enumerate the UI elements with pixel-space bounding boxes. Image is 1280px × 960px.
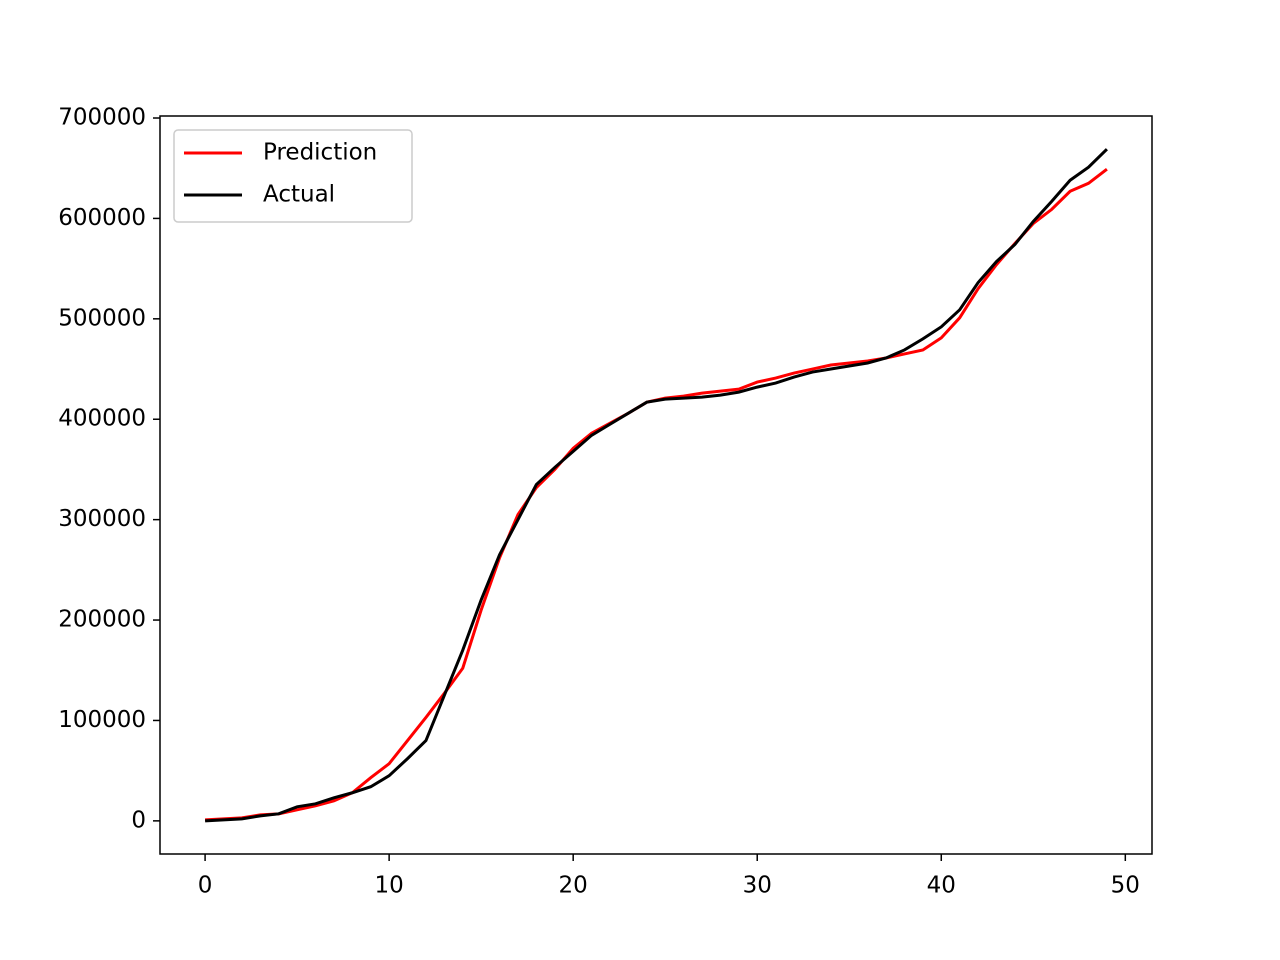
- y-tick-label: 600000: [58, 205, 146, 231]
- y-tick-label: 100000: [58, 707, 146, 733]
- x-tick-label: 10: [374, 873, 403, 899]
- y-tick-label: 300000: [58, 506, 146, 532]
- y-tick-label: 500000: [58, 305, 146, 331]
- y-tick-label: 200000: [58, 607, 146, 633]
- line-series: [205, 148, 1108, 823]
- y-tick-label: 700000: [58, 105, 146, 131]
- x-tick-label: 50: [1111, 873, 1140, 899]
- x-tick-label: 0: [198, 873, 213, 899]
- line-series: [205, 168, 1108, 822]
- y-tick-label: 0: [131, 807, 146, 833]
- plot-frame: [159, 115, 1153, 855]
- legend-label: Actual: [263, 182, 335, 208]
- x-tick-label: 20: [559, 873, 588, 899]
- x-tick-label: 40: [927, 873, 956, 899]
- y-tick-label: 400000: [58, 406, 146, 432]
- x-tick-label: 30: [743, 873, 772, 899]
- legend-label: Prediction: [263, 140, 377, 166]
